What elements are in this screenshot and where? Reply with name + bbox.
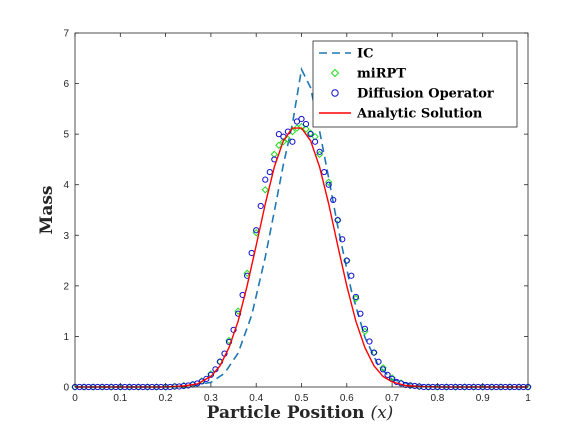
- diffusion-point: [275, 131, 282, 138]
- axes: 0 0.1 0.2 0.3 0.4 0.5 0.6 0.7 0.8 0.9 1 0 1 2 3 4 5 6 7: [63, 29, 531, 405]
- diffusion-point: [334, 217, 341, 224]
- x-tick-label: 1: [525, 393, 531, 404]
- y-tick-label: 6: [63, 79, 69, 90]
- x-axis-label-text: Particle Position: [207, 403, 365, 423]
- x-axis-label: Particle Position (x): [207, 403, 394, 423]
- y-tick-label: 2: [63, 281, 69, 292]
- diffusion-point: [375, 358, 382, 365]
- diffusion-point: [307, 131, 314, 138]
- diffusion-point: [293, 118, 301, 125]
- diffusion-point: [262, 176, 269, 183]
- mirpt-point: [302, 125, 310, 133]
- legend-label: IC: [357, 47, 373, 62]
- legend: IC miRPT Diffusion Operator Analytic Soluti…: [312, 40, 518, 128]
- mirpt-point: [324, 178, 333, 186]
- diffusion-point: [352, 293, 359, 301]
- diffusion-point: [207, 371, 214, 378]
- y-tick-label: 5: [63, 130, 69, 141]
- legend-label: miRPT: [357, 67, 406, 82]
- x-tick-label: 0: [72, 393, 78, 404]
- diffusion-point: [266, 168, 273, 176]
- x-tick-label: 0.6: [340, 393, 354, 404]
- diffusion-point: [321, 168, 328, 176]
- mirpt-point: [270, 150, 279, 159]
- diffusion-point: [330, 196, 337, 203]
- mirpt-point: [379, 364, 387, 372]
- x-tick-label: 0.9: [476, 393, 490, 404]
- x-tick-label: 0.3: [204, 393, 218, 404]
- y-tick-label: 1: [63, 332, 69, 343]
- legend-label: Diffusion Operator: [357, 87, 494, 102]
- mirpt-point: [275, 141, 283, 149]
- diffusion-point: [302, 120, 310, 128]
- diffusion-point: [257, 202, 264, 210]
- series-line-3: [75, 127, 528, 388]
- diffusion-point: [289, 138, 296, 145]
- legend-swatch-mirpt: [330, 68, 340, 78]
- x-tick-label: 0.5: [295, 393, 309, 404]
- x-tick-label: 0.8: [430, 393, 444, 404]
- diffusion-point: [361, 325, 369, 332]
- diffusion-point: [325, 181, 332, 188]
- x-tick-label: 0.1: [113, 393, 127, 404]
- diffusion-point: [316, 148, 323, 155]
- mirpt-point: [261, 186, 269, 194]
- diffusion-point: [348, 272, 355, 279]
- mirpt-point: [234, 307, 242, 315]
- diffusion-point: [366, 338, 373, 345]
- diffusion-point: [357, 310, 364, 317]
- x-axis-label-variable: (x): [370, 403, 393, 423]
- legend-label: Analytic Solution: [356, 107, 483, 122]
- diffusion-point: [384, 371, 391, 378]
- x-tick-label: 0.7: [385, 393, 399, 404]
- y-tick-label: 7: [63, 29, 69, 40]
- diffusion-point: [370, 349, 378, 356]
- mirpt-point: [243, 269, 251, 277]
- x-tick-label: 0.2: [159, 393, 173, 404]
- mirpt-point: [279, 138, 288, 146]
- x-tick-label: 0.4: [249, 393, 263, 404]
- y-tick-label: 0: [63, 383, 69, 394]
- y-tick-label: 3: [63, 231, 69, 242]
- legend-swatch-diffusion: [331, 89, 339, 97]
- y-axis-label: Mass: [37, 186, 57, 235]
- diffusion-point: [203, 375, 210, 383]
- mirpt-point: [352, 294, 360, 303]
- diffusion-point: [298, 115, 305, 123]
- diffusion-point: [311, 138, 319, 145]
- diffusion-point: [343, 257, 350, 264]
- diffusion-point: [379, 366, 387, 373]
- diffusion-point: [339, 236, 346, 243]
- mirpt-point: [225, 336, 233, 345]
- y-tick-label: 4: [63, 180, 69, 191]
- diffusion-point: [198, 378, 205, 385]
- diffusion-point: [253, 227, 260, 234]
